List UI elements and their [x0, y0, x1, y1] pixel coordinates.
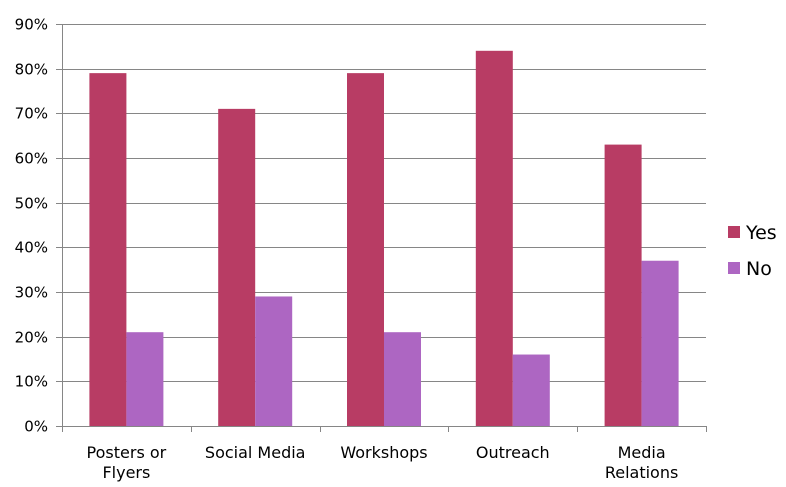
- legend-swatch-yes: [728, 226, 740, 238]
- bar-yes: [347, 73, 384, 426]
- y-tick-label: 60%: [15, 150, 48, 168]
- x-category-label: Media Relations: [605, 443, 678, 482]
- x-category-label: Posters or Flyers: [87, 443, 167, 482]
- x-category-label-line: Outreach: [476, 443, 550, 462]
- x-category-label: Outreach: [476, 443, 550, 462]
- y-tick-label: 70%: [15, 105, 48, 123]
- bar-no: [126, 332, 164, 426]
- bar-no: [641, 260, 679, 426]
- y-tick-label: 90%: [15, 16, 48, 34]
- x-axis-category-labels: Posters or Flyers Social Media Workshops Out…: [87, 443, 679, 482]
- y-tick-label: 30%: [15, 284, 48, 302]
- y-tick-label: 0%: [24, 418, 48, 436]
- bar-yes: [218, 108, 256, 426]
- y-tick-label: 50%: [15, 195, 48, 213]
- x-category-label-line: Workshops: [340, 443, 427, 462]
- bar-yes: [475, 50, 513, 427]
- bar-no: [255, 296, 293, 426]
- y-tick-label: 20%: [15, 329, 48, 347]
- x-category-label: Social Media: [205, 443, 306, 462]
- y-tick-label: 80%: [15, 61, 48, 79]
- bar-yes: [604, 144, 642, 426]
- bar-no: [512, 354, 550, 426]
- x-category-label-line: Social Media: [205, 443, 306, 462]
- x-category-label-line: Flyers: [102, 463, 150, 482]
- legend-label-no: No: [746, 258, 772, 280]
- y-tick-label: 10%: [15, 373, 48, 391]
- legend-swatch-no: [728, 262, 740, 274]
- bar-yes: [89, 73, 127, 426]
- x-category-label-line: Relations: [605, 463, 678, 482]
- bar-no: [384, 332, 421, 426]
- x-category-label: Workshops: [340, 443, 427, 462]
- x-category-label-line: Posters or: [87, 443, 167, 462]
- y-axis-tick-labels: 0% 10% 20% 30% 40% 50% 60% 70% 80% 90%: [15, 16, 48, 436]
- legend: Yes No: [728, 222, 777, 280]
- legend-label-yes: Yes: [745, 222, 777, 244]
- bars: [89, 50, 679, 427]
- x-category-label-line: Media: [618, 443, 666, 462]
- axes: [56, 24, 707, 432]
- y-tick-label: 40%: [15, 239, 48, 257]
